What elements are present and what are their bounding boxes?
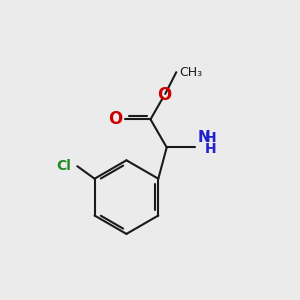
Text: CH₃: CH₃ bbox=[179, 66, 202, 79]
Text: Cl: Cl bbox=[56, 159, 71, 173]
Text: N: N bbox=[198, 130, 210, 145]
Text: H: H bbox=[205, 131, 217, 145]
Text: O: O bbox=[108, 110, 122, 128]
Text: H: H bbox=[205, 142, 217, 156]
Text: O: O bbox=[158, 86, 172, 104]
